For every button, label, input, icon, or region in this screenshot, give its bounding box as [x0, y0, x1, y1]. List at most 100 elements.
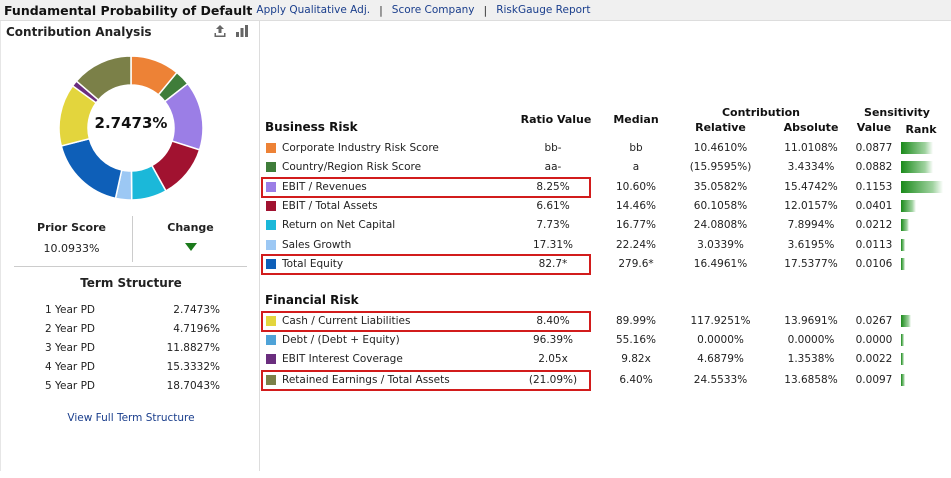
ratio-row: EBIT / Total Assets 6.61% 14.46% 60.1058% 12… [261, 197, 951, 215]
absolute-contribution: 0.0000% [787, 334, 835, 346]
median-value: 14.46% [615, 200, 657, 212]
sensitivity-value: 0.0113 [855, 239, 893, 251]
absolute-contribution: 3.6195% [787, 239, 835, 251]
absolute-contribution: 17.5377% [784, 258, 838, 270]
donut-segment[interactable] [75, 55, 132, 101]
relative-contribution: 3.0339% [697, 239, 744, 251]
term-structure-row: 5 Year PD 18.7043% [45, 380, 220, 392]
sensitivity-rank-bar [901, 315, 911, 327]
sensitivity-value-header: Value [856, 121, 892, 134]
ratio-row: Cash / Current Liabilities 8.40% 89.99% 117… [261, 312, 951, 330]
sensitivity-rank-bar [901, 353, 904, 365]
ratio-value: bb- [544, 142, 562, 154]
relative-header: Relative [695, 121, 746, 134]
median-value: 22.24% [615, 239, 657, 251]
ratio-name: Corporate Industry Risk Score [282, 142, 439, 154]
ratio-value: 8.25% [536, 181, 570, 193]
donut-segment[interactable] [60, 137, 123, 200]
prior-score-value: 10.0933% [43, 242, 100, 255]
sensitivity-value: 0.0022 [855, 353, 893, 365]
rank-header: Rank [905, 123, 937, 136]
relative-contribution: (15.9595%) [689, 161, 752, 173]
absolute-contribution: 1.3538% [787, 353, 835, 365]
view-full-term-structure: View Full Term Structure [1, 411, 261, 424]
term-value: 11.8827% [166, 342, 220, 354]
prior-score-change: Prior Score 10.0933% Change [14, 216, 247, 276]
apply-qualitative-adj-link[interactable]: Apply Qualitative Adj. [256, 4, 371, 16]
term-structure-title: Term Structure [80, 276, 182, 290]
bar-chart-icon[interactable] [235, 24, 249, 38]
sensitivity-rank-bar [901, 181, 943, 193]
riskgauge-report-link[interactable]: RiskGauge Report [496, 4, 591, 16]
change-label: Change [167, 221, 214, 234]
term-structure-row: 4 Year PD 15.3332% [45, 361, 220, 373]
donut-svg [58, 55, 204, 201]
score-company-link[interactable]: Score Company [391, 4, 475, 16]
sensitivity-header: Sensitivity [864, 106, 930, 119]
ratio-row: Retained Earnings / Total Assets (21.09%)… [261, 371, 951, 389]
ratio-row: Total Equity 82.7* 279.6* 16.4961% 17.5377% 0… [261, 255, 951, 273]
absolute-contribution: 15.4742% [784, 181, 838, 193]
sensitivity-rank-bar [901, 239, 905, 251]
ratio-value: (21.09%) [528, 374, 578, 386]
ratio-table-panel: Ratio Value Median Contribution Relative… [261, 21, 951, 471]
sensitivity-rank-bar [901, 161, 933, 173]
donut-center-value: 2.7473% [94, 114, 168, 132]
term-label: 2 Year PD [45, 323, 96, 335]
sensitivity-rank-bar [901, 258, 905, 270]
highlight-box [261, 311, 591, 332]
median-value: 89.99% [615, 315, 657, 327]
color-swatch [266, 375, 276, 385]
sensitivity-rank-bar [901, 334, 904, 346]
relative-contribution: 60.1058% [693, 200, 748, 212]
ratio-value: 96.39% [532, 334, 574, 346]
ratio-value: 17.31% [532, 239, 574, 251]
highlight-box [261, 254, 591, 275]
top-bar: Fundamental Probability of Default Apply… [0, 0, 951, 21]
ratio-value: 2.05x [538, 353, 568, 365]
ratio-name: EBIT Interest Coverage [282, 353, 403, 365]
change: Change [133, 216, 248, 251]
relative-contribution: 35.0582% [693, 181, 748, 193]
ratio-value: aa- [544, 161, 562, 173]
sensitivity-value: 0.0401 [855, 200, 893, 212]
ratio-name: Debt / (Debt + Equity) [282, 334, 400, 346]
sensitivity-value: 0.0000 [855, 334, 893, 346]
panel-title: Contribution Analysis [6, 25, 152, 39]
separator: | [483, 3, 488, 17]
sensitivity-value: 0.0882 [855, 161, 893, 173]
relative-contribution: 24.0808% [693, 219, 748, 231]
contribution-analysis-panel: Contribution Analysis 2.7473% Prior Scor… [0, 21, 260, 471]
color-swatch [266, 220, 276, 230]
prior-score: Prior Score 10.0933% [14, 216, 129, 255]
ratio-value: 6.61% [536, 200, 570, 212]
sensitivity-rank-bar [901, 142, 933, 154]
term-value: 18.7043% [166, 380, 220, 392]
color-swatch [266, 201, 276, 211]
sensitivity-value: 0.0097 [855, 374, 893, 386]
divider [132, 216, 133, 262]
color-swatch [266, 354, 276, 364]
view-full-term-structure-link[interactable]: View Full Term Structure [67, 412, 195, 424]
separator: | [379, 3, 383, 17]
color-swatch [266, 162, 276, 172]
absolute-contribution: 11.0108% [784, 142, 838, 154]
median-value: 279.6* [618, 258, 654, 270]
median-value: 55.16% [615, 334, 657, 346]
export-icon[interactable] [213, 24, 227, 38]
color-swatch [266, 316, 276, 326]
page-title: Fundamental Probability of Default [4, 2, 253, 18]
business-risk-title: Business Risk [265, 120, 358, 134]
ratio-name: Cash / Current Liabilities [282, 315, 411, 327]
median-value: 9.82x [621, 353, 651, 365]
absolute-header: Absolute [783, 121, 839, 134]
prior-score-label: Prior Score [37, 221, 106, 234]
highlight-box [261, 177, 591, 198]
ratio-value: 8.40% [536, 315, 570, 327]
median-value: 10.60% [615, 181, 657, 193]
relative-contribution: 117.9251% [690, 315, 751, 327]
median-value: bb [629, 142, 643, 154]
ratio-name: Total Equity [282, 258, 344, 270]
relative-contribution: 24.5533% [693, 374, 748, 386]
ratio-name: Return on Net Capital [282, 219, 396, 231]
